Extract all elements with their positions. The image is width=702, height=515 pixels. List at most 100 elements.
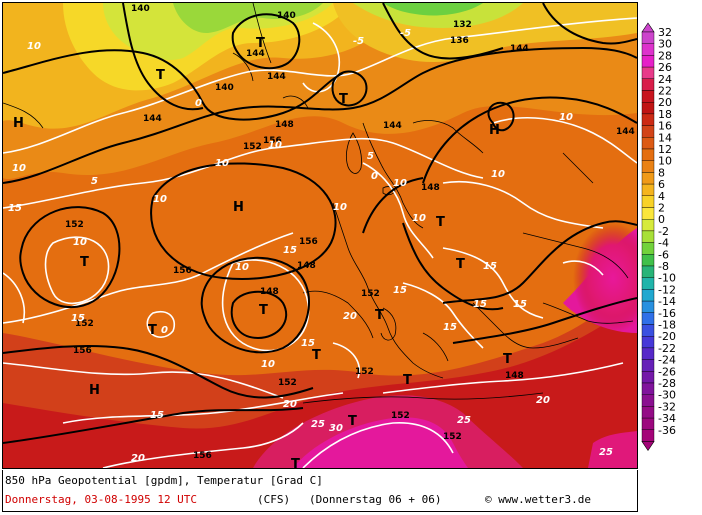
geopotential-label: 148 <box>275 120 294 130</box>
legend-label: 32 <box>658 26 672 39</box>
geopotential-label: 148 <box>297 261 316 271</box>
geopotential-label: 144 <box>616 127 635 137</box>
legend-swatch <box>641 429 655 442</box>
temperature-label: -5 <box>353 36 364 47</box>
legend-swatch <box>641 394 655 407</box>
geopotential-label: 140 <box>277 11 296 21</box>
legend-label: -16 <box>658 307 676 320</box>
temperature-labels: 10 10 10 5 15 10 10 10 15 10 15 10 15 15… <box>8 28 613 464</box>
legend-swatch <box>641 195 655 208</box>
center-label: T <box>80 255 89 270</box>
legend-swatch <box>641 66 655 79</box>
legend-swatch <box>641 336 655 349</box>
legend-label: -4 <box>658 237 669 250</box>
geopotential-label: 156 <box>193 451 212 461</box>
legend-label: -14 <box>658 295 676 308</box>
legend-label: -12 <box>658 283 676 296</box>
center-label: H <box>233 200 244 215</box>
temperature-label: 10 <box>215 158 229 169</box>
legend-swatch <box>641 125 655 138</box>
center-label: T <box>348 414 357 429</box>
temperature-label: 0 <box>161 325 168 336</box>
temperature-label: 10 <box>12 163 26 174</box>
temperature-label: 10 <box>393 178 407 189</box>
pressure-centers: H H H H T T T T T T T T T T T T T T <box>13 36 512 468</box>
map-title: 850 hPa Geopotential [gpdm], Temperatur … <box>5 474 323 487</box>
temperature-label: 15 <box>8 203 22 214</box>
legend-swatch <box>641 289 655 302</box>
legend-label: -30 <box>658 389 676 402</box>
temperature-label: 10 <box>27 41 41 52</box>
legend-swatch <box>641 31 655 44</box>
geopotential-label: 144 <box>143 114 162 124</box>
model-label: (CFS) <box>257 493 291 506</box>
legend-swatch <box>641 277 655 290</box>
geopotential-label: 152 <box>65 220 84 230</box>
isotherms <box>3 17 637 468</box>
legend-swatch <box>641 265 655 278</box>
temperature-label: 15 <box>150 410 164 421</box>
geopotential-label: 152 <box>391 411 410 421</box>
legend-label: -22 <box>658 342 676 355</box>
legend-label: 28 <box>658 49 672 62</box>
temperature-label: 15 <box>443 322 457 333</box>
run-label: (Donnerstag 06 + 06) <box>309 493 442 506</box>
temperature-label: 20 <box>283 399 297 410</box>
legend-label: -32 <box>658 400 676 413</box>
legend-swatch <box>641 417 655 431</box>
geopotential-label: 144 <box>246 49 265 59</box>
legend-swatch <box>641 78 655 91</box>
temperature-label: 10 <box>333 202 347 213</box>
legend-label: 0 <box>658 213 665 226</box>
center-label: T <box>339 92 348 107</box>
geopotential-label: 152 <box>355 367 374 377</box>
legend-swatch <box>641 43 655 56</box>
legend-swatch <box>641 324 655 337</box>
legend-swatch <box>641 55 655 68</box>
legend-label: 14 <box>658 131 672 144</box>
temperature-label: 10 <box>412 213 426 224</box>
center-label: T <box>456 257 465 272</box>
center-label: T <box>312 348 321 363</box>
center-label: H <box>89 383 100 398</box>
legend-swatch <box>641 207 655 220</box>
center-label: T <box>259 303 268 318</box>
legend-label: -18 <box>658 319 676 332</box>
center-label: T <box>156 68 165 83</box>
temperature-field <box>3 3 637 468</box>
geopotential-label: 132 <box>453 20 472 30</box>
center-label: H <box>489 123 500 138</box>
temperature-label: 25 <box>457 415 471 426</box>
legend-swatch <box>641 312 655 325</box>
coastlines <box>3 3 634 404</box>
legend-label: -20 <box>658 330 676 343</box>
legend-swatch <box>641 347 655 360</box>
legend-label: -6 <box>658 248 669 261</box>
temperature-label: 5 <box>91 176 98 187</box>
geopotential-label: 136 <box>450 36 469 46</box>
geopotential-label: 152 <box>443 432 462 442</box>
temperature-label: 10 <box>559 112 573 123</box>
temperature-label: 10 <box>491 169 505 180</box>
legend-label: 22 <box>658 85 672 98</box>
geopotential-label: 148 <box>421 183 440 193</box>
legend-swatch <box>641 172 655 185</box>
geopotential-label: 156 <box>173 266 192 276</box>
temperature-label: 5 <box>367 151 374 162</box>
geopotential-labels: 140 140 144 144 144 144 148 148 152 152 … <box>65 4 635 461</box>
temperature-label: 15 <box>483 261 497 272</box>
legend-swatch <box>641 359 655 372</box>
weather-map: H H H H T T T T T T T T T T T T T T 140 … <box>2 2 638 469</box>
legend-label: -8 <box>658 260 669 273</box>
legend-label: -36 <box>658 424 676 437</box>
center-label: H <box>13 116 24 131</box>
legend-label: -26 <box>658 365 676 378</box>
temperature-label: 15 <box>71 313 85 324</box>
legend-swatch <box>641 113 655 126</box>
legend-swatch <box>641 137 655 150</box>
temperature-label: 10 <box>153 194 167 205</box>
temperature-label: 25 <box>599 447 613 458</box>
legend-label: 24 <box>658 73 672 86</box>
legend-label: -28 <box>658 377 676 390</box>
legend-label: 30 <box>658 38 672 51</box>
